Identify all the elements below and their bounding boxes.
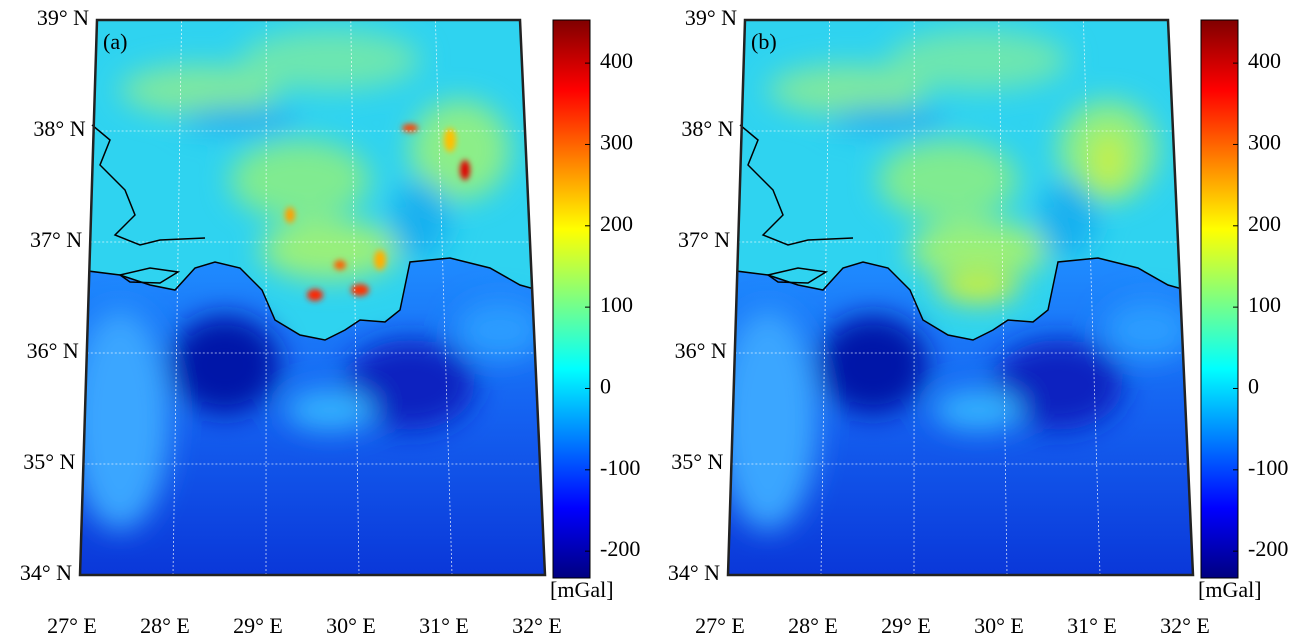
grid-line	[1083, 19, 1101, 576]
lat-label: 34° N	[20, 560, 72, 585]
lat-label: 37° N	[30, 227, 82, 252]
lat-label: 38° N	[681, 116, 733, 141]
lon-label: 28° E	[788, 613, 838, 638]
island	[766, 267, 829, 284]
colorbar-tick-label: 100	[600, 292, 633, 317]
coastline	[80, 257, 545, 341]
map-panel: 39° N 38° N 37° N 36° N 35° N 34° N 27° E 28° E…	[20, 5, 641, 638]
coastline	[728, 257, 1193, 341]
lon-label: 27° E	[695, 613, 745, 638]
colorbar-tick-label: -100	[1248, 455, 1288, 480]
colorbar-tick-label: 0	[600, 374, 611, 399]
lon-label: 29° E	[881, 613, 931, 638]
colorbar-tick-label: -200	[1248, 536, 1288, 561]
lat-label: 39° N	[685, 5, 737, 30]
grid-line	[998, 19, 1008, 576]
lon-label: 31° E	[1067, 613, 1117, 638]
anomaly-spots	[938, 130, 1123, 303]
map-image	[718, 15, 1198, 580]
panel-label: (a)	[103, 29, 127, 54]
colorbar-tick-label: 400	[600, 48, 633, 73]
colorbar	[552, 19, 591, 579]
island	[118, 267, 181, 284]
grid-line	[172, 19, 182, 576]
colorbar-tick-label: -200	[600, 536, 640, 561]
map-frame	[78, 18, 547, 577]
lon-label: 30° E	[326, 613, 376, 638]
colorbar-tick-label: 400	[1248, 48, 1281, 73]
colorbar	[1200, 19, 1239, 579]
lon-label: 32° E	[1160, 613, 1210, 638]
map-frame	[726, 18, 1195, 577]
lat-label: 34° N	[668, 560, 720, 585]
map-panel: 39° N 38° N 37° N 36° N 35° N 34° N 27° E 28° E…	[668, 5, 1289, 638]
colorbar-tick-label: -100	[600, 455, 640, 480]
colorbar-tick-label: 0	[1248, 374, 1259, 399]
lat-label: 35° N	[23, 449, 75, 474]
lat-label: 37° N	[678, 227, 730, 252]
lon-label: 30° E	[974, 613, 1024, 638]
coastline	[739, 124, 854, 246]
grid-line	[820, 19, 830, 576]
coastline	[91, 124, 206, 246]
lon-label: 32° E	[512, 613, 562, 638]
panel-label: (b)	[751, 29, 777, 54]
colorbar-tick-label: 100	[1248, 292, 1281, 317]
colorbar-tick-label: 300	[600, 129, 633, 154]
grid-line	[350, 19, 360, 576]
colorbar-unit: [mGal]	[1198, 577, 1262, 602]
colorbar-tick-label: 300	[1248, 129, 1281, 154]
lon-label: 29° E	[233, 613, 283, 638]
grid-line	[435, 19, 453, 576]
colorbar-unit: [mGal]	[550, 577, 614, 602]
lon-label: 28° E	[140, 613, 190, 638]
lat-label: 38° N	[33, 116, 85, 141]
anomaly-spots	[285, 124, 470, 301]
lat-label: 35° N	[671, 449, 723, 474]
lat-label: 36° N	[675, 338, 727, 363]
colorbar-tick-label: 200	[1248, 211, 1281, 236]
lon-label: 31° E	[419, 613, 469, 638]
map-image	[70, 15, 550, 580]
lon-label: 27° E	[47, 613, 97, 638]
lat-label: 36° N	[27, 338, 79, 363]
colorbar-tick-label: 200	[600, 211, 633, 236]
lat-label: 39° N	[37, 5, 89, 30]
